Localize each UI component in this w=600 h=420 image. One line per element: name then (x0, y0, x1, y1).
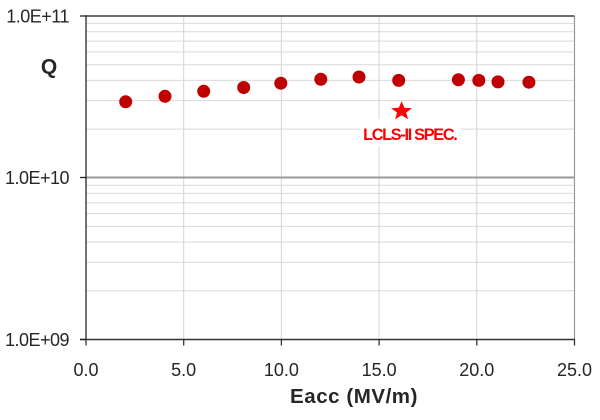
svg-text:Q: Q (41, 56, 57, 79)
svg-text:25.0: 25.0 (557, 360, 592, 380)
svg-text:15.0: 15.0 (362, 360, 397, 380)
svg-text:1.0E+09: 1.0E+09 (5, 330, 70, 350)
svg-text:1.0E+11: 1.0E+11 (6, 7, 69, 27)
svg-text:10.0: 10.0 (264, 360, 299, 380)
svg-text:1.0E+10: 1.0E+10 (5, 168, 70, 188)
svg-text:5.0: 5.0 (171, 360, 196, 380)
svg-text:Eacc (MV/m): Eacc (MV/m) (290, 385, 418, 408)
svg-text:0.0: 0.0 (73, 360, 98, 380)
svg-text:20.0: 20.0 (459, 360, 494, 380)
svg-text:LCLS-II SPEC.: LCLS-II SPEC. (363, 126, 457, 144)
